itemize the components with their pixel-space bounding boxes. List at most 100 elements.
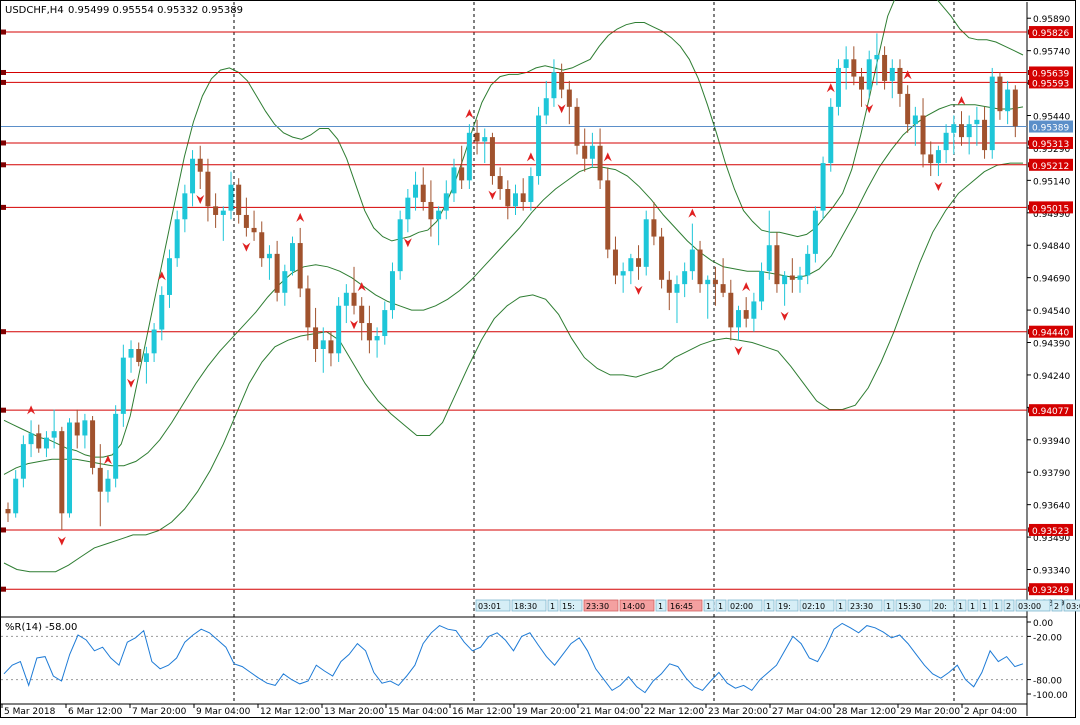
candle-body[interactable] xyxy=(36,433,42,449)
event-tag[interactable] xyxy=(619,599,655,612)
candle-body[interactable] xyxy=(620,271,626,276)
event-tag[interactable] xyxy=(1051,599,1063,612)
candle-body[interactable] xyxy=(682,271,688,285)
line-anchor-handle[interactable] xyxy=(1,204,6,210)
candle-body[interactable] xyxy=(328,340,334,354)
event-tag[interactable] xyxy=(547,599,559,612)
candle-body[interactable] xyxy=(543,98,549,116)
candle-body[interactable] xyxy=(951,124,957,133)
candle-body[interactable] xyxy=(297,243,303,289)
candle-body[interactable] xyxy=(759,271,765,302)
candle-body[interactable] xyxy=(382,310,388,337)
candle-body[interactable] xyxy=(282,271,288,293)
candle-body[interactable] xyxy=(674,284,680,293)
candle-body[interactable] xyxy=(482,137,488,142)
line-anchor-handle[interactable] xyxy=(1,329,6,335)
event-tag[interactable] xyxy=(1015,599,1051,612)
event-tag[interactable] xyxy=(991,599,1003,612)
event-tag[interactable] xyxy=(847,599,883,612)
candle-body[interactable] xyxy=(751,301,757,319)
event-tag[interactable] xyxy=(883,599,895,612)
candle-body[interactable] xyxy=(997,76,1003,112)
candle-body[interactable] xyxy=(451,167,457,194)
candle-body[interactable] xyxy=(389,271,395,311)
candle-body[interactable] xyxy=(151,329,157,354)
candle-body[interactable] xyxy=(28,433,34,445)
candle-body[interactable] xyxy=(958,124,964,138)
event-tag[interactable] xyxy=(835,599,847,612)
candle-body[interactable] xyxy=(90,420,96,468)
candle-body[interactable] xyxy=(536,115,542,177)
candle-body[interactable] xyxy=(651,219,657,237)
candle-body[interactable] xyxy=(982,119,988,151)
candle-body[interactable] xyxy=(851,59,857,77)
candle-body[interactable] xyxy=(366,323,372,341)
line-anchor-handle[interactable] xyxy=(1,69,6,75)
candle-body[interactable] xyxy=(812,210,818,254)
candle-body[interactable] xyxy=(274,253,280,293)
candle-body[interactable] xyxy=(413,184,419,198)
candle-body[interactable] xyxy=(397,219,403,272)
candle-body[interactable] xyxy=(489,137,495,177)
candle-body[interactable] xyxy=(67,422,73,514)
candle-body[interactable] xyxy=(305,288,311,328)
candle-body[interactable] xyxy=(97,467,103,492)
candle-body[interactable] xyxy=(843,59,849,68)
candle-body[interactable] xyxy=(459,167,465,181)
candle-body[interactable] xyxy=(113,413,119,479)
candle-body[interactable] xyxy=(943,132,949,151)
candle-body[interactable] xyxy=(820,163,826,211)
candle-body[interactable] xyxy=(566,89,572,107)
candle-body[interactable] xyxy=(1005,89,1011,112)
candle-body[interactable] xyxy=(589,145,595,159)
event-tag[interactable] xyxy=(1003,599,1015,612)
candle-body[interactable] xyxy=(597,145,603,181)
candle-body[interactable] xyxy=(228,184,234,211)
candle-body[interactable] xyxy=(405,197,411,220)
candle-body[interactable] xyxy=(205,171,211,207)
candle-body[interactable] xyxy=(443,193,449,211)
candle-body[interactable] xyxy=(859,76,865,90)
candle-body[interactable] xyxy=(259,232,265,259)
candle-body[interactable] xyxy=(174,219,180,259)
event-tag[interactable] xyxy=(1063,599,1080,612)
candle-body[interactable] xyxy=(720,284,726,293)
candle-body[interactable] xyxy=(782,275,788,285)
candle-body[interactable] xyxy=(882,54,888,81)
candle-body[interactable] xyxy=(120,357,126,414)
candle-body[interactable] xyxy=(828,106,834,164)
candle-body[interactable] xyxy=(897,67,903,94)
event-tag[interactable] xyxy=(979,599,991,612)
candle-body[interactable] xyxy=(974,119,980,125)
candle-body[interactable] xyxy=(166,258,172,295)
candle-body[interactable] xyxy=(20,444,26,479)
candle-body[interactable] xyxy=(559,72,565,90)
candle-body[interactable] xyxy=(528,176,534,202)
event-tag[interactable] xyxy=(559,599,583,612)
candle-body[interactable] xyxy=(643,219,649,267)
event-tag[interactable] xyxy=(775,599,799,612)
candle-body[interactable] xyxy=(290,243,296,272)
candle-body[interactable] xyxy=(128,348,134,358)
candle-body[interactable] xyxy=(789,275,795,280)
candle-body[interactable] xyxy=(666,279,672,293)
event-tag[interactable] xyxy=(715,599,727,612)
candle-body[interactable] xyxy=(574,106,580,146)
candle-body[interactable] xyxy=(182,193,188,220)
candle-body[interactable] xyxy=(712,279,718,285)
candle-body[interactable] xyxy=(213,206,219,215)
candle-body[interactable] xyxy=(359,305,365,324)
candle-body[interactable] xyxy=(5,508,11,514)
williams-r-pane[interactable]: 0.00 -20.00 -80.00 -100.00 xyxy=(1,619,1068,701)
candle-body[interactable] xyxy=(320,340,326,349)
candle-body[interactable] xyxy=(51,431,57,438)
event-tag[interactable] xyxy=(763,599,775,612)
event-tag[interactable] xyxy=(727,599,763,612)
line-anchor-handle[interactable] xyxy=(1,162,6,168)
candle-body[interactable] xyxy=(866,59,872,90)
candle-body[interactable] xyxy=(835,67,841,107)
candle-body[interactable] xyxy=(105,478,111,492)
candle-body[interactable] xyxy=(582,145,588,159)
